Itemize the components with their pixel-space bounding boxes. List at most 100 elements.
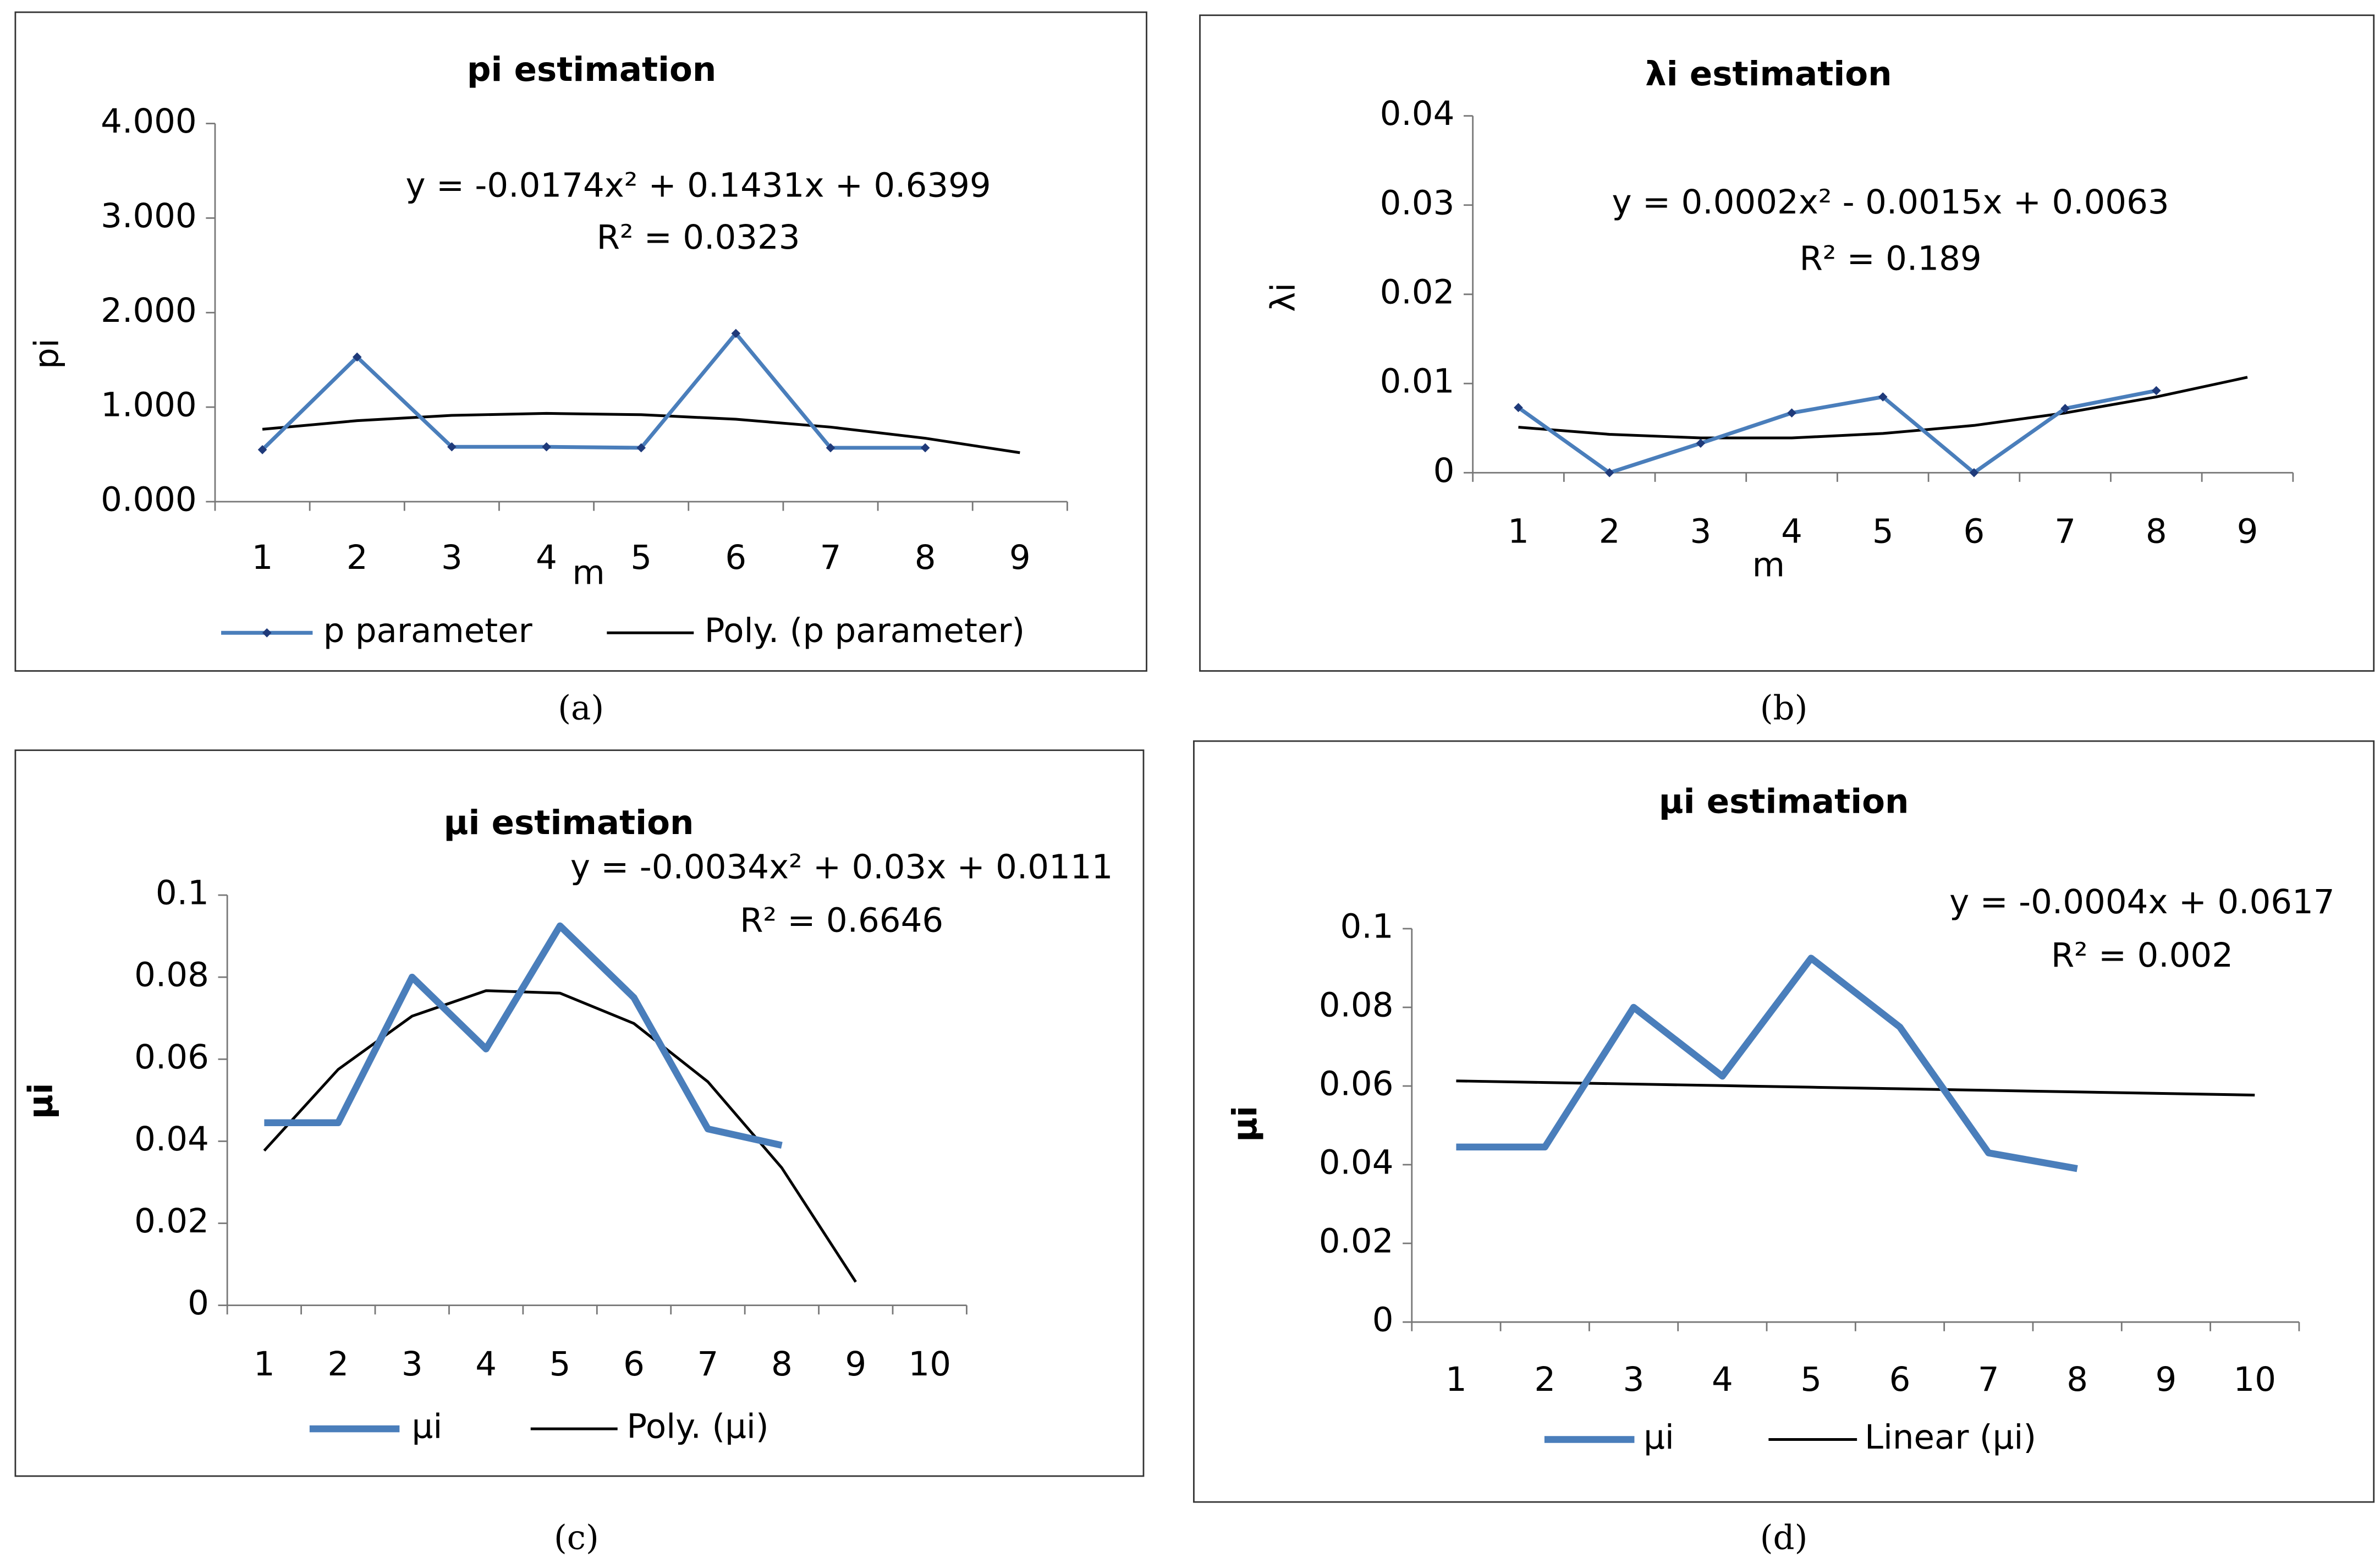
y-tick-label: 0.06	[1319, 1065, 1394, 1104]
y-tick-label: 0.000	[101, 480, 197, 519]
x-tick-label: 6	[1964, 512, 1985, 551]
y-axis-label: μi	[1225, 1106, 1265, 1142]
marker	[257, 445, 267, 454]
series-line	[1456, 955, 2078, 1172]
trend-annotation: y = -0.0004x + 0.0617	[1949, 882, 2335, 922]
x-tick-label: 3	[402, 1345, 423, 1384]
y-tick-label: 0.06	[134, 1038, 209, 1077]
x-axis-label: m	[572, 553, 604, 593]
y-tick-label: 0.02	[1380, 273, 1455, 312]
marker	[2151, 386, 2161, 396]
y-tick-label: 0.04	[1380, 94, 1455, 133]
series-line	[1517, 388, 2157, 475]
trend-annotation: y = 0.0002x² - 0.0015x + 0.0063	[1612, 183, 2169, 222]
marker	[542, 442, 551, 452]
x-tick-label: 3	[441, 538, 463, 577]
x-tick-label: 7	[1978, 1360, 1999, 1399]
series-line	[264, 922, 783, 1149]
trend-annotation: y = -0.0174x² + 0.1431x + 0.6399	[406, 166, 991, 205]
chart-frame	[1199, 14, 2375, 672]
chart-frame	[1193, 740, 2375, 1503]
legend-marker	[262, 628, 272, 638]
y-tick-label: 2.000	[101, 291, 197, 330]
trend-annotation: y = -0.0034x² + 0.03x + 0.0111	[570, 847, 1113, 886]
x-tick-label: 5	[1800, 1360, 1822, 1399]
chart-title: λi estimation	[1645, 54, 1892, 94]
x-tick-label: 8	[915, 538, 936, 577]
marker	[826, 443, 836, 453]
legend-label: p parameter	[323, 611, 533, 650]
x-tick-label: 5	[630, 538, 652, 577]
caption: (b)	[1760, 689, 1808, 728]
chart-title: pi estimation	[467, 50, 716, 89]
marker	[1696, 438, 1706, 448]
x-tick-label: 2	[1534, 1360, 1555, 1399]
marker	[352, 352, 362, 362]
x-tick-label: 7	[2054, 512, 2076, 551]
trend-annotation: R² = 0.6646	[740, 901, 943, 940]
x-tick-label: 10	[2233, 1360, 2276, 1399]
x-tick-label: 6	[623, 1345, 645, 1384]
x-tick-label: 3	[1623, 1360, 1645, 1399]
series-line	[261, 331, 926, 451]
x-tick-label: 2	[327, 1345, 349, 1384]
y-tick-label: 0.03	[1380, 183, 1455, 222]
y-tick-label: 0.08	[1319, 986, 1394, 1025]
x-tick-label: 4	[1781, 512, 1802, 551]
x-tick-label: 5	[1872, 512, 1894, 551]
x-tick-label: 1	[1445, 1360, 1467, 1399]
y-tick-label: 0.04	[134, 1120, 209, 1159]
x-tick-label: 1	[1508, 512, 1529, 551]
y-tick-label: 0.08	[134, 956, 209, 995]
trend-annotation: R² = 0.0323	[597, 218, 800, 257]
x-tick-label: 6	[1889, 1360, 1911, 1399]
y-axis-label: μi	[21, 1083, 60, 1119]
x-tick-label: 10	[908, 1345, 951, 1384]
x-tick-label: 7	[820, 538, 842, 577]
caption: (a)	[558, 689, 604, 728]
marker	[636, 443, 646, 453]
x-axis-label: m	[1752, 546, 1785, 585]
chart-frame	[14, 749, 1145, 1477]
legend-label: Linear (μi)	[1865, 1418, 2036, 1457]
y-axis-label: λi	[1263, 283, 1302, 312]
x-tick-label: 4	[475, 1345, 497, 1384]
x-tick-label: 9	[845, 1345, 866, 1384]
x-tick-label: 5	[549, 1345, 571, 1384]
legend-label: Poly. (p parameter)	[705, 611, 1025, 650]
y-tick-label: 0	[1372, 1301, 1394, 1340]
x-tick-label: 2	[347, 538, 368, 577]
x-tick-label: 2	[1599, 512, 1620, 551]
x-tick-label: 8	[2066, 1360, 2088, 1399]
caption: (d)	[1760, 1518, 1808, 1557]
x-tick-label: 7	[697, 1345, 719, 1384]
marker	[1787, 408, 1796, 418]
y-tick-label: 0.04	[1319, 1143, 1394, 1182]
y-tick-label: 4.000	[101, 102, 197, 141]
legend-label: Poly. (μi)	[626, 1407, 768, 1446]
y-tick-label: 0.02	[1319, 1222, 1394, 1261]
x-tick-label: 3	[1690, 512, 1711, 551]
y-tick-label: 0.1	[156, 874, 209, 913]
chart-title: μi estimation	[444, 803, 694, 842]
y-tick-label: 0.02	[134, 1202, 209, 1241]
chart-title: μi estimation	[1659, 782, 1909, 821]
x-tick-label: 1	[254, 1345, 275, 1384]
x-tick-label: 9	[2156, 1360, 2177, 1399]
legend-label: μi	[412, 1407, 443, 1446]
y-tick-label: 0	[1433, 451, 1455, 490]
legend-label: μi	[1644, 1418, 1674, 1457]
y-tick-label: 0	[188, 1284, 209, 1323]
x-tick-label: 4	[1712, 1360, 1733, 1399]
x-tick-label: 9	[2237, 512, 2258, 551]
x-tick-label: 8	[2146, 512, 2167, 551]
y-tick-label: 1.000	[101, 386, 197, 425]
chart-frame	[14, 11, 1147, 672]
x-tick-label: 8	[771, 1345, 793, 1384]
caption: (c)	[554, 1518, 599, 1557]
x-tick-label: 6	[725, 538, 746, 577]
x-tick-label: 9	[1009, 538, 1031, 577]
x-tick-label: 1	[252, 538, 273, 577]
